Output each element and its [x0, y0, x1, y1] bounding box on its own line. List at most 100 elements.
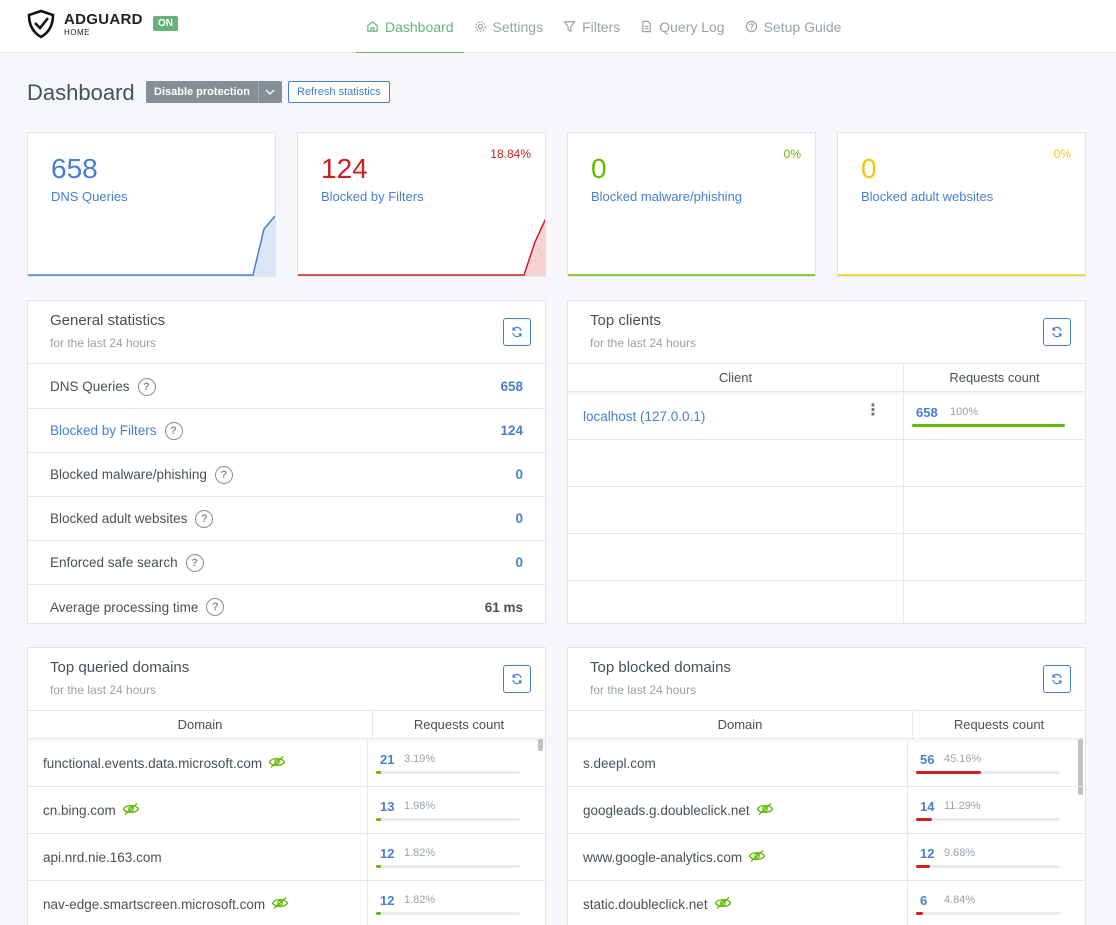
count-cell: 12 1.82%	[368, 881, 538, 925]
domain-name[interactable]: api.nrd.nie.163.com	[43, 849, 162, 865]
progress-fill	[376, 771, 381, 774]
nav-dashboard[interactable]: Dashboard	[356, 0, 464, 53]
column-header-count[interactable]: Requests count	[949, 370, 1040, 385]
domain-name[interactable]: nav-edge.smartscreen.microsoft.com	[43, 896, 266, 912]
stat-row-value: 658	[500, 379, 523, 394]
domain-cell: api.nrd.nie.163.com	[28, 834, 368, 880]
refresh-statistics-button[interactable]: Refresh statistics	[288, 81, 390, 103]
stat-row-value: 0	[515, 555, 523, 570]
progress-bar	[376, 865, 520, 868]
column-header-count[interactable]: Requests count	[413, 717, 505, 732]
request-count: 12	[380, 846, 395, 861]
domain-name[interactable]: static.doubleclick.net	[583, 896, 708, 912]
progress-bar	[916, 912, 1060, 915]
brand-logo[interactable]: ADGUARD HOME	[26, 9, 143, 39]
refresh-button[interactable]	[1043, 665, 1071, 693]
request-percent: 11.29%	[944, 800, 981, 812]
request-count: 12	[380, 893, 395, 908]
stat-row-label: Blocked adult websites	[50, 511, 188, 526]
nav-settings[interactable]: Settings	[464, 0, 554, 53]
stat-row-blocked-malware: Blocked malware/phishing ? 0	[28, 453, 545, 497]
help-icon[interactable]: ?	[185, 553, 204, 572]
progress-fill	[916, 771, 981, 774]
tracker-eye-icon[interactable]	[748, 849, 766, 866]
count-cell: 658 100%	[904, 393, 1085, 439]
shield-logo-icon	[27, 9, 55, 39]
table-row: nav-edge.smartscreen.microsoft.com 12 1.82…	[28, 881, 545, 925]
domain-cell: s.deepl.com	[568, 740, 908, 786]
card-title: Top clients	[590, 312, 661, 329]
request-percent: 4.84%	[944, 894, 976, 906]
client-cell: localhost (127.0.0.1) ⋮	[568, 393, 904, 439]
count-cell: 12 1.82%	[368, 834, 538, 880]
tracker-eye-icon[interactable]	[268, 755, 286, 772]
table-header: Domain Requests count	[568, 711, 1085, 739]
stat-label: Blocked malware/phishing	[591, 189, 743, 204]
stat-row-label[interactable]: Blocked by Filters	[50, 423, 157, 438]
domain-name[interactable]: s.deepl.com	[583, 755, 656, 771]
nav-setup-guide-label: Setup Guide	[763, 18, 842, 35]
tracker-eye-icon[interactable]	[756, 802, 774, 819]
count-cell: 6 4.84%	[908, 881, 1078, 925]
stat-card-blocked-adult: 0% 0 Blocked adult websites	[837, 132, 1086, 277]
refresh-button[interactable]	[503, 318, 531, 346]
request-count: 21	[380, 752, 395, 767]
divider	[568, 363, 1085, 364]
client-name[interactable]: localhost (127.0.0.1)	[583, 408, 706, 424]
domain-name[interactable]: googleads.g.doubleclick.net	[583, 802, 750, 818]
help-icon[interactable]: ?	[214, 465, 233, 484]
column-header-count[interactable]: Requests count	[953, 717, 1045, 732]
stat-card-blocked-malware: 0% 0 Blocked malware/phishing	[567, 132, 816, 277]
help-icon[interactable]: ?	[206, 598, 225, 616]
tracker-eye-icon-svg	[756, 802, 773, 815]
nav-filters[interactable]: Filters	[553, 0, 630, 53]
tracker-eye-icon[interactable]	[122, 802, 140, 819]
stat-label: Blocked adult websites	[861, 189, 994, 204]
stat-value: 0	[861, 153, 877, 184]
page-title: Dashboard	[27, 80, 135, 105]
nav-setup-guide[interactable]: Setup Guide	[735, 0, 852, 53]
help-icon[interactable]: ?	[137, 377, 156, 396]
tracker-eye-icon[interactable]	[714, 896, 732, 913]
nav-query-log[interactable]: Query Log	[630, 0, 734, 53]
table-row-empty	[568, 534, 1085, 581]
request-percent: 3.19%	[404, 753, 436, 765]
column-header-client[interactable]: Client	[568, 364, 904, 391]
count-cell: 13 1.98%	[368, 787, 538, 833]
disable-protection-dropdown[interactable]	[257, 81, 282, 103]
table-row-empty	[568, 487, 1085, 534]
stat-row-avg-time: Average processing time ? 61 ms	[28, 585, 545, 623]
domain-name[interactable]: functional.events.data.microsoft.com	[43, 755, 263, 771]
disable-protection-button-group: Disable protection	[146, 81, 282, 103]
stat-row-value: 61 ms	[484, 599, 523, 615]
divider	[28, 710, 545, 711]
scrollbar[interactable]	[538, 739, 543, 751]
filter-icon	[563, 21, 576, 33]
stat-row-dns-queries: DNS Queries ? 658	[28, 365, 545, 409]
column-header-domain[interactable]: Domain	[568, 711, 913, 738]
top-queried-domains-card: Top queried domains for the last 24 hour…	[27, 647, 546, 925]
help-icon[interactable]: ?	[164, 421, 183, 440]
progress-fill	[376, 818, 381, 821]
tracker-eye-icon[interactable]	[271, 896, 289, 913]
domain-name[interactable]: www.google-analytics.com	[583, 849, 743, 865]
stat-row-label: DNS Queries	[50, 379, 130, 394]
divider	[568, 710, 1085, 711]
progress-fill	[916, 912, 923, 915]
domain-cell: nav-edge.smartscreen.microsoft.com	[28, 881, 368, 925]
card-title: Top queried domains	[50, 659, 190, 676]
column-header-domain[interactable]: Domain	[28, 711, 373, 738]
nav-query-log-label: Query Log	[659, 18, 725, 35]
domain-name[interactable]: cn.bing.com	[43, 802, 116, 818]
refresh-button[interactable]	[503, 665, 531, 693]
scrollbar[interactable]	[1078, 739, 1083, 795]
sparkline-chart	[838, 274, 1085, 276]
help-icon[interactable]: ?	[195, 509, 214, 528]
table-row: static.doubleclick.net 6 4.84%	[568, 881, 1085, 925]
request-count: 658	[916, 405, 938, 420]
disable-protection-button[interactable]: Disable protection	[146, 81, 258, 103]
request-percent: 1.82%	[404, 894, 436, 906]
refresh-button[interactable]	[1043, 318, 1071, 346]
request-percent: 9.68%	[944, 847, 976, 859]
more-options-icon[interactable]: ⋮	[865, 402, 881, 419]
